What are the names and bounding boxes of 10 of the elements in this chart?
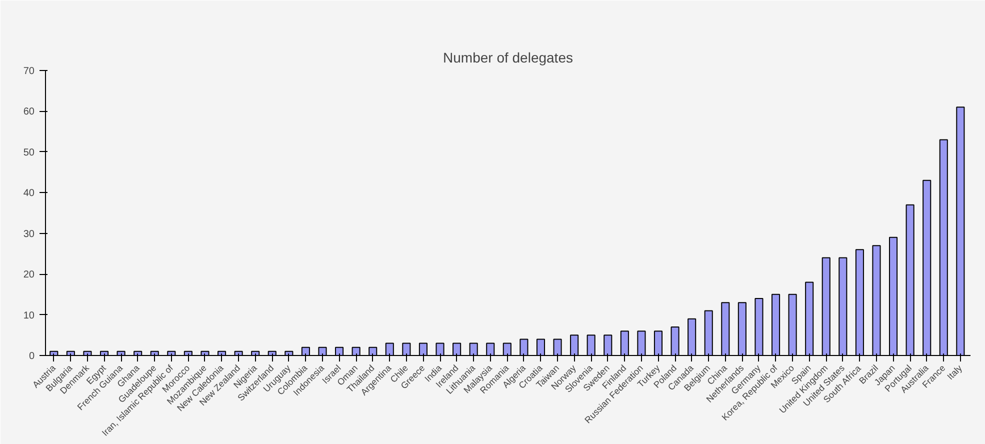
y-tick-label: 70 bbox=[23, 66, 35, 77]
y-tick-label: 40 bbox=[23, 188, 35, 200]
y-tick-label: 60 bbox=[23, 106, 35, 118]
y-tick-label: 0 bbox=[28, 351, 35, 362]
y-tick-label: 10 bbox=[23, 310, 35, 322]
chart-title: Number of delegates bbox=[443, 50, 573, 66]
y-tick-label: 30 bbox=[23, 228, 35, 240]
x-tick-label: Italy bbox=[945, 362, 964, 382]
y-tick-label: 50 bbox=[23, 147, 35, 158]
y-tick-label: 20 bbox=[23, 270, 35, 281]
